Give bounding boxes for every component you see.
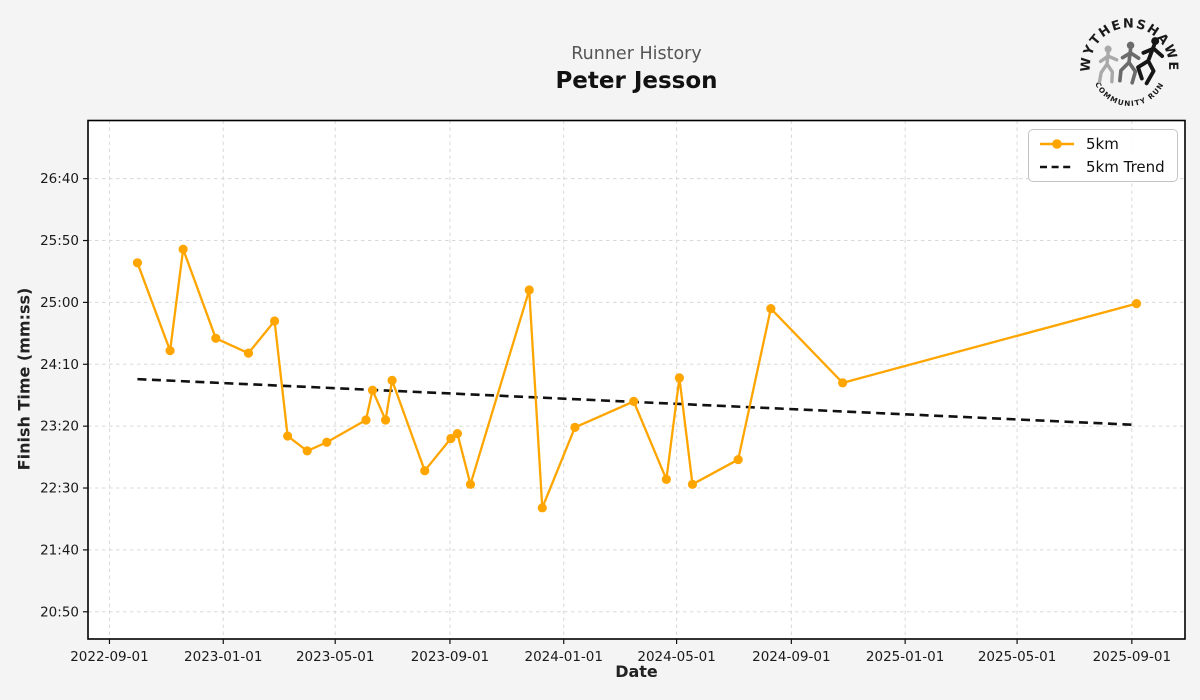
data-point-marker (629, 396, 639, 407)
data-point-marker (367, 385, 378, 395)
data-point-marker (165, 346, 175, 356)
y-tick-label: 26:40 (40, 171, 79, 187)
x-tick-label: 2025-09-01 (1093, 649, 1171, 665)
data-point-marker (733, 454, 743, 465)
x-tick-label: 2024-01-01 (525, 649, 603, 665)
y-axis-label: Finish Time (mm:ss) (14, 287, 34, 471)
y-tick-label: 25:00 (40, 295, 79, 311)
legend: 5km 5km Trend (1028, 129, 1178, 182)
data-point-marker (380, 415, 391, 425)
series-5km-line (136, 248, 1137, 509)
data-point-marker (211, 333, 221, 343)
legend-trend-line-sample (1040, 165, 1074, 169)
data-point-marker (361, 415, 371, 425)
data-point-marker (302, 446, 312, 456)
data-point-marker (387, 375, 397, 385)
data-point-marker (243, 348, 254, 358)
runner-walking-icon (1097, 45, 1119, 84)
x-tick-label: 2023-05-01 (296, 649, 374, 665)
y-tick-label: 23:20 (40, 419, 79, 435)
data-point-marker (465, 479, 476, 489)
y-tick-label: 20:50 (40, 604, 79, 620)
x-tick-label: 2024-05-01 (637, 649, 715, 665)
legend-entry-5km-trend: 5km Trend (1038, 156, 1168, 178)
data-point-marker (452, 428, 462, 439)
plot-border (87, 119, 1186, 640)
data-point-marker (269, 316, 280, 326)
x-tick-label: 2023-09-01 (411, 649, 489, 665)
data-point-marker (420, 466, 430, 476)
x-tick-label: 2024-09-01 (752, 649, 830, 665)
club-logo: WYTHENSHAWE COMMUNITY RUN (1076, 9, 1183, 117)
x-tick-label: 2025-01-01 (866, 649, 944, 665)
chart-title: Peter Jesson (555, 68, 718, 94)
data-point-marker (674, 373, 685, 383)
runner-jogging-icon (1118, 41, 1141, 85)
x-tick-label: 2022-09-01 (70, 649, 148, 665)
data-point-marker (283, 431, 293, 441)
legend-entry-5km: 5km (1038, 133, 1168, 155)
data-point-marker (838, 378, 848, 388)
plot-area (88, 120, 1185, 639)
club-logo-badge: WYTHENSHAWE COMMUNITY RUN (1078, 17, 1178, 108)
y-tick-label: 24:10 (40, 357, 79, 373)
legend-5km-line-sample (1040, 139, 1074, 150)
x-axis-label: Date (615, 662, 658, 681)
data-point-marker (570, 422, 580, 432)
data-point-marker (1131, 299, 1142, 309)
data-point-marker (446, 433, 456, 444)
y-tick-label: 22:30 (40, 481, 79, 497)
data-point-marker (322, 437, 332, 447)
x-tick-label: 2023-01-01 (184, 649, 262, 665)
y-tick-label: 21:40 (40, 542, 79, 558)
data-point-marker (661, 474, 671, 484)
data-point-marker (687, 479, 698, 489)
legend-label-5km-trend: 5km Trend (1086, 157, 1165, 176)
runner-sprinting-icon (1136, 37, 1165, 86)
chart-supertitle: Runner History (571, 44, 702, 64)
legend-label-5km: 5km (1086, 135, 1119, 154)
x-tick-label: 2025-05-01 (978, 649, 1056, 665)
data-point-marker (132, 258, 143, 268)
data-point-marker (524, 285, 534, 295)
y-tick-label: 25:50 (40, 233, 79, 249)
data-point-marker (766, 303, 776, 314)
data-point-marker (178, 244, 188, 254)
data-point-marker (537, 503, 547, 513)
